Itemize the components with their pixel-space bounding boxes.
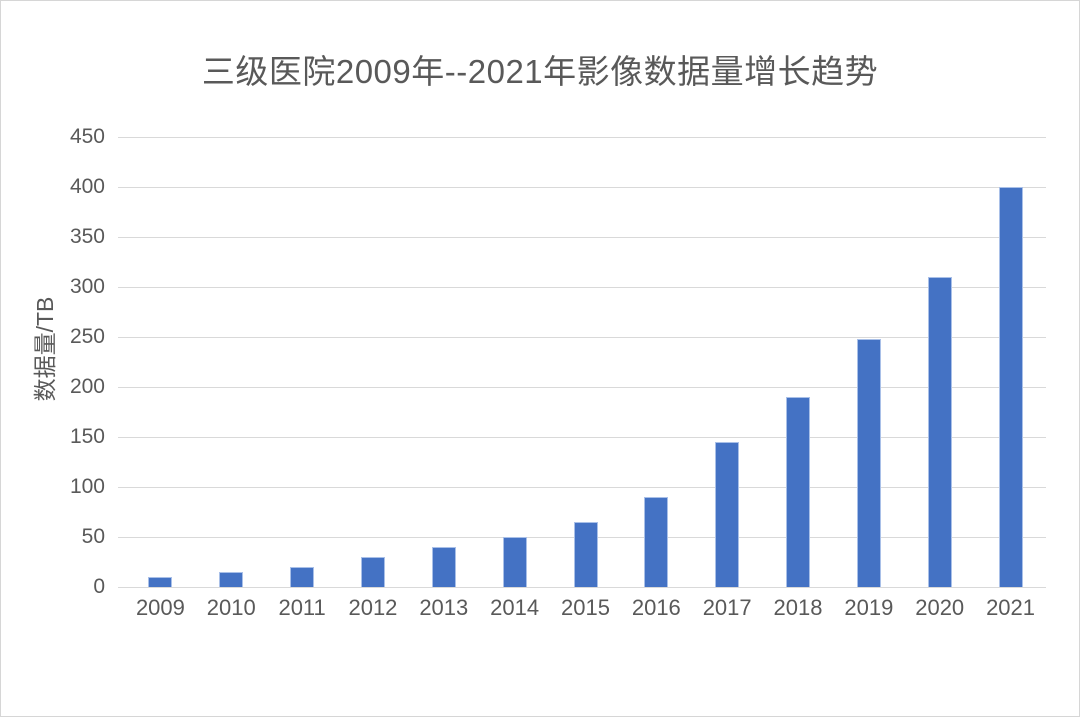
x-tick-2012: 2012 xyxy=(348,595,398,620)
gridline-300 xyxy=(118,287,1046,288)
bar-2010 xyxy=(219,572,244,587)
x-tick-2010: 2010 xyxy=(206,595,256,620)
x-tick-2016: 2016 xyxy=(631,595,681,620)
bar-2018 xyxy=(786,397,811,587)
chart-title: 三级医院2009年--2021年影像数据量增长趋势 xyxy=(201,53,879,90)
x-tick-2009: 2009 xyxy=(135,595,185,620)
y-tick-300: 300 xyxy=(69,275,105,298)
y-tick-450: 450 xyxy=(69,125,105,148)
x-tick-2021: 2021 xyxy=(986,595,1036,620)
x-tick-2017: 2017 xyxy=(702,595,752,620)
gridline-250 xyxy=(118,337,1046,338)
bar-2013 xyxy=(431,547,456,587)
y-tick-200: 200 xyxy=(69,375,105,398)
y-tick-100: 100 xyxy=(69,475,105,498)
bar-2014 xyxy=(502,537,527,587)
y-tick-400: 400 xyxy=(69,175,105,198)
gridline-100 xyxy=(118,487,1046,488)
gridline-0 xyxy=(118,587,1046,588)
x-tick-2011: 2011 xyxy=(278,595,326,620)
bar-2011 xyxy=(290,567,315,587)
bar-2012 xyxy=(360,557,385,587)
gridline-450 xyxy=(118,137,1046,138)
gridline-150 xyxy=(118,437,1046,438)
bar-2009 xyxy=(148,577,173,587)
bar-2020 xyxy=(927,277,952,587)
plot-area xyxy=(118,137,1046,588)
y-axis-tick-labels: 0 50 100 150 200 250 300 350 400 450 xyxy=(1,125,105,598)
bar-2016 xyxy=(644,497,669,587)
x-tick-2020: 2020 xyxy=(915,595,965,620)
x-tick-2014: 2014 xyxy=(490,595,540,620)
x-tick-2013: 2013 xyxy=(419,595,469,620)
y-tick-350: 350 xyxy=(69,225,105,248)
x-tick-2015: 2015 xyxy=(561,595,610,620)
y-tick-150: 150 xyxy=(69,425,105,448)
y-tick-0: 0 xyxy=(93,575,105,598)
bar-2017 xyxy=(715,442,740,587)
x-axis-tick-labels: 2009 2010 2011 2012 2013 2014 2015 2016 2017 2018… xyxy=(125,595,1046,621)
bar-2019 xyxy=(856,339,881,587)
bar-2021 xyxy=(998,187,1023,587)
gridline-350 xyxy=(118,237,1046,238)
x-tick-2018: 2018 xyxy=(773,595,823,620)
x-tick-2019: 2019 xyxy=(844,595,894,620)
y-tick-250: 250 xyxy=(69,325,105,348)
y-tick-50: 50 xyxy=(81,525,105,548)
bar-2015 xyxy=(573,522,598,587)
gridline-400 xyxy=(118,187,1046,188)
gridline-200 xyxy=(118,387,1046,388)
